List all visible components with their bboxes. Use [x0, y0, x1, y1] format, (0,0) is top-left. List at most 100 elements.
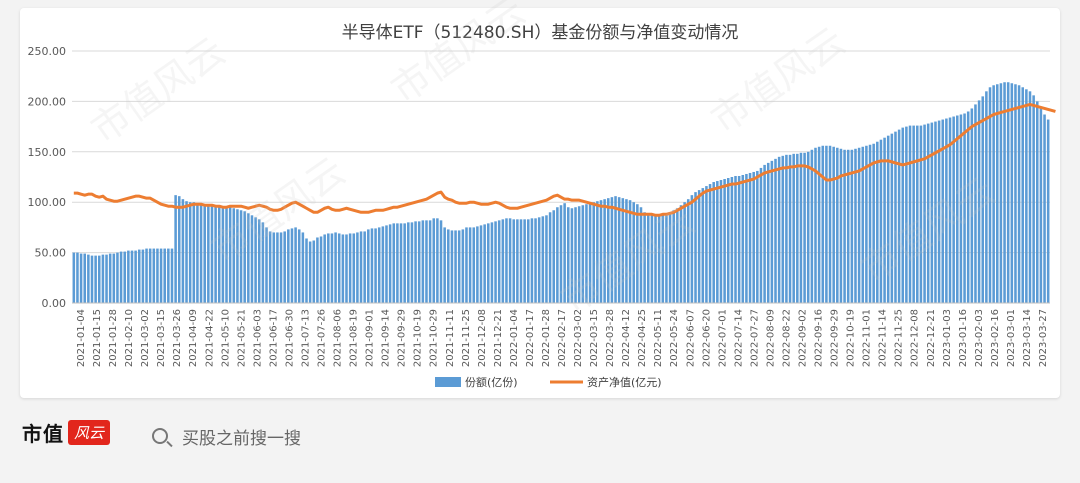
bar [163, 248, 166, 303]
bar [577, 206, 581, 303]
bar [872, 143, 875, 303]
bar [810, 149, 814, 303]
x-tick-label: 2021-09-01 [365, 309, 376, 367]
bar [708, 184, 712, 303]
bar [403, 223, 406, 303]
bar [846, 149, 850, 303]
bar [974, 104, 977, 303]
bar [1006, 82, 1010, 303]
x-tick-label: 2023-03-01 [1006, 309, 1017, 367]
x-tick-label: 2021-01-15 [92, 309, 103, 367]
bar [588, 203, 592, 303]
bar [719, 180, 723, 303]
logo-badge: 风云 [68, 420, 111, 445]
bar [825, 145, 828, 303]
bar [236, 209, 239, 303]
x-tick-label: 2023-01-03 [942, 309, 953, 367]
bar [170, 248, 174, 303]
bar [156, 248, 159, 303]
bar [756, 170, 759, 303]
bar [541, 216, 545, 303]
bar [432, 218, 436, 303]
bar [683, 202, 686, 303]
bar [476, 226, 479, 303]
bar [836, 147, 839, 303]
bar [672, 210, 675, 303]
bar [894, 131, 897, 303]
bar [650, 215, 654, 303]
x-tick-label: 2023-03-27 [1038, 309, 1049, 367]
bar [105, 254, 108, 303]
bar [305, 238, 308, 303]
x-tick-label: 2023-01-16 [958, 309, 969, 367]
bar [1014, 84, 1017, 303]
bar [425, 220, 428, 303]
bar [243, 211, 246, 303]
x-tick-label: 2021-11-25 [461, 309, 472, 367]
bar [716, 181, 719, 303]
bar [992, 85, 995, 303]
bar [377, 227, 381, 303]
bar [868, 144, 872, 303]
bar [188, 202, 192, 303]
bar [610, 197, 614, 303]
bar [265, 227, 268, 303]
bar [905, 126, 908, 303]
bar [985, 91, 988, 303]
bar [439, 220, 443, 303]
bar [879, 139, 883, 303]
bar [367, 229, 370, 303]
x-tick-label: 2022-03-28 [605, 309, 616, 367]
bar [447, 229, 450, 303]
bar [185, 201, 188, 303]
bar [1017, 85, 1021, 303]
bar [923, 124, 926, 303]
bar [857, 147, 861, 303]
bar [625, 199, 628, 303]
bar [854, 148, 857, 303]
bar [94, 255, 97, 303]
bar [345, 234, 348, 303]
bar [941, 119, 945, 303]
bar [90, 255, 94, 303]
bar [1025, 89, 1028, 303]
site-logo[interactable]: 市值 风云 [22, 418, 111, 447]
bar [606, 198, 610, 303]
bar [952, 116, 955, 304]
bar [516, 219, 519, 303]
bar [741, 174, 745, 303]
bar [537, 217, 541, 303]
bar [141, 249, 145, 303]
bar [799, 152, 803, 303]
x-tick-label: 2022-06-07 [685, 309, 696, 367]
bar [97, 255, 101, 303]
bar [261, 222, 265, 303]
chart-card: 半导体ETF（512480.SH）基金份额与净值变动情况 0.00 50.00 10… [20, 8, 1060, 398]
bar [494, 221, 497, 303]
bar [388, 224, 392, 303]
x-tick-label: 2021-07-26 [317, 309, 328, 367]
bar [287, 229, 290, 303]
bar [759, 167, 763, 303]
bar [483, 224, 486, 303]
bar [323, 234, 326, 303]
bar [177, 196, 181, 303]
bar [592, 202, 595, 303]
bar [145, 248, 148, 303]
bar [363, 231, 366, 303]
bar [101, 254, 105, 303]
bar [748, 172, 752, 303]
bar [348, 233, 352, 303]
bar [530, 218, 534, 303]
bar [181, 199, 185, 303]
bar [628, 200, 632, 303]
bar [414, 221, 417, 303]
bar [217, 206, 221, 303]
bar [639, 207, 643, 303]
bar [981, 96, 985, 303]
bar [134, 250, 137, 303]
search-bar[interactable]: 买股之前搜一搜 [140, 415, 330, 457]
bar [806, 151, 810, 303]
bar [421, 220, 425, 303]
bar [803, 152, 806, 303]
